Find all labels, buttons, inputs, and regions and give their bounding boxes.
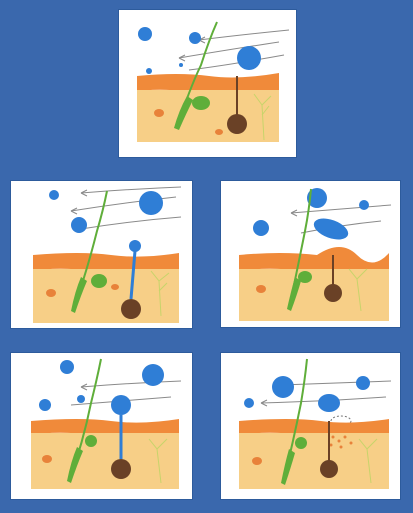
particle xyxy=(77,395,85,403)
particle xyxy=(359,200,369,210)
nerve-endings xyxy=(358,438,378,484)
particle xyxy=(244,398,254,408)
epidermis-layer xyxy=(137,73,279,93)
cell xyxy=(46,289,56,297)
sweat-gland xyxy=(121,299,141,319)
nerve-endings xyxy=(148,438,168,484)
nerve-endings xyxy=(253,93,272,141)
cell xyxy=(154,109,164,117)
particle xyxy=(60,360,74,374)
particle-released xyxy=(318,394,340,412)
particle xyxy=(146,68,152,74)
epidermis-layer xyxy=(239,419,389,436)
panel-5-illustration xyxy=(239,358,392,489)
panel-5 xyxy=(221,353,400,499)
sebaceous-gland xyxy=(192,96,210,110)
particle-landing xyxy=(313,218,349,240)
particle xyxy=(272,376,294,398)
panel-2-illustration xyxy=(33,186,182,323)
released-contents xyxy=(330,415,352,427)
sebaceous-gland xyxy=(298,271,312,283)
panel-3-illustration xyxy=(239,188,392,321)
air-stream-lines xyxy=(178,29,290,71)
sweat-gland xyxy=(227,114,247,134)
particle xyxy=(253,220,269,236)
particle xyxy=(139,191,163,215)
panel-1 xyxy=(119,10,296,157)
panel-1-illustration xyxy=(137,21,290,142)
dermis-layer xyxy=(31,433,179,489)
sweat-gland xyxy=(324,284,342,302)
panel-4-illustration xyxy=(31,358,182,489)
cell xyxy=(256,285,266,293)
nerve-endings xyxy=(348,268,368,312)
particle xyxy=(49,190,59,200)
panel-2 xyxy=(11,181,192,328)
panel-4 xyxy=(11,353,192,499)
cell xyxy=(42,455,52,463)
particle xyxy=(237,46,261,70)
epidermis-layer xyxy=(31,419,179,436)
dermis-layer xyxy=(239,269,389,321)
sweat-gland xyxy=(320,460,338,478)
epidermis-layer xyxy=(33,253,179,272)
air-stream-lines xyxy=(70,186,182,230)
sebaceous-gland xyxy=(85,435,97,447)
particle xyxy=(142,364,164,386)
particle xyxy=(179,63,183,67)
sweat-duct xyxy=(129,250,137,300)
cell xyxy=(111,284,119,290)
panel-3 xyxy=(221,181,400,327)
particle-at-follicle xyxy=(111,395,131,415)
hair-follicle xyxy=(67,447,83,483)
diffusing-particles xyxy=(329,435,353,449)
particle xyxy=(71,217,87,233)
sebaceous-gland xyxy=(295,437,307,449)
particle xyxy=(39,399,51,411)
dermis-layer xyxy=(239,433,389,489)
hair-follicle xyxy=(71,277,87,313)
dermis-layer xyxy=(33,269,179,323)
hair-follicle xyxy=(281,449,295,485)
particle xyxy=(138,27,152,41)
hair-follicle xyxy=(287,277,301,311)
hair-follicle xyxy=(174,96,193,130)
particle xyxy=(307,188,327,208)
sweat-gland xyxy=(111,459,131,479)
epidermis-layer xyxy=(239,247,389,272)
nerve-endings xyxy=(150,270,170,317)
particle-bound xyxy=(129,240,141,252)
cell xyxy=(252,457,262,465)
sebaceous-gland xyxy=(91,274,107,288)
cell xyxy=(215,129,223,135)
particle xyxy=(189,32,201,44)
particle xyxy=(356,376,370,390)
